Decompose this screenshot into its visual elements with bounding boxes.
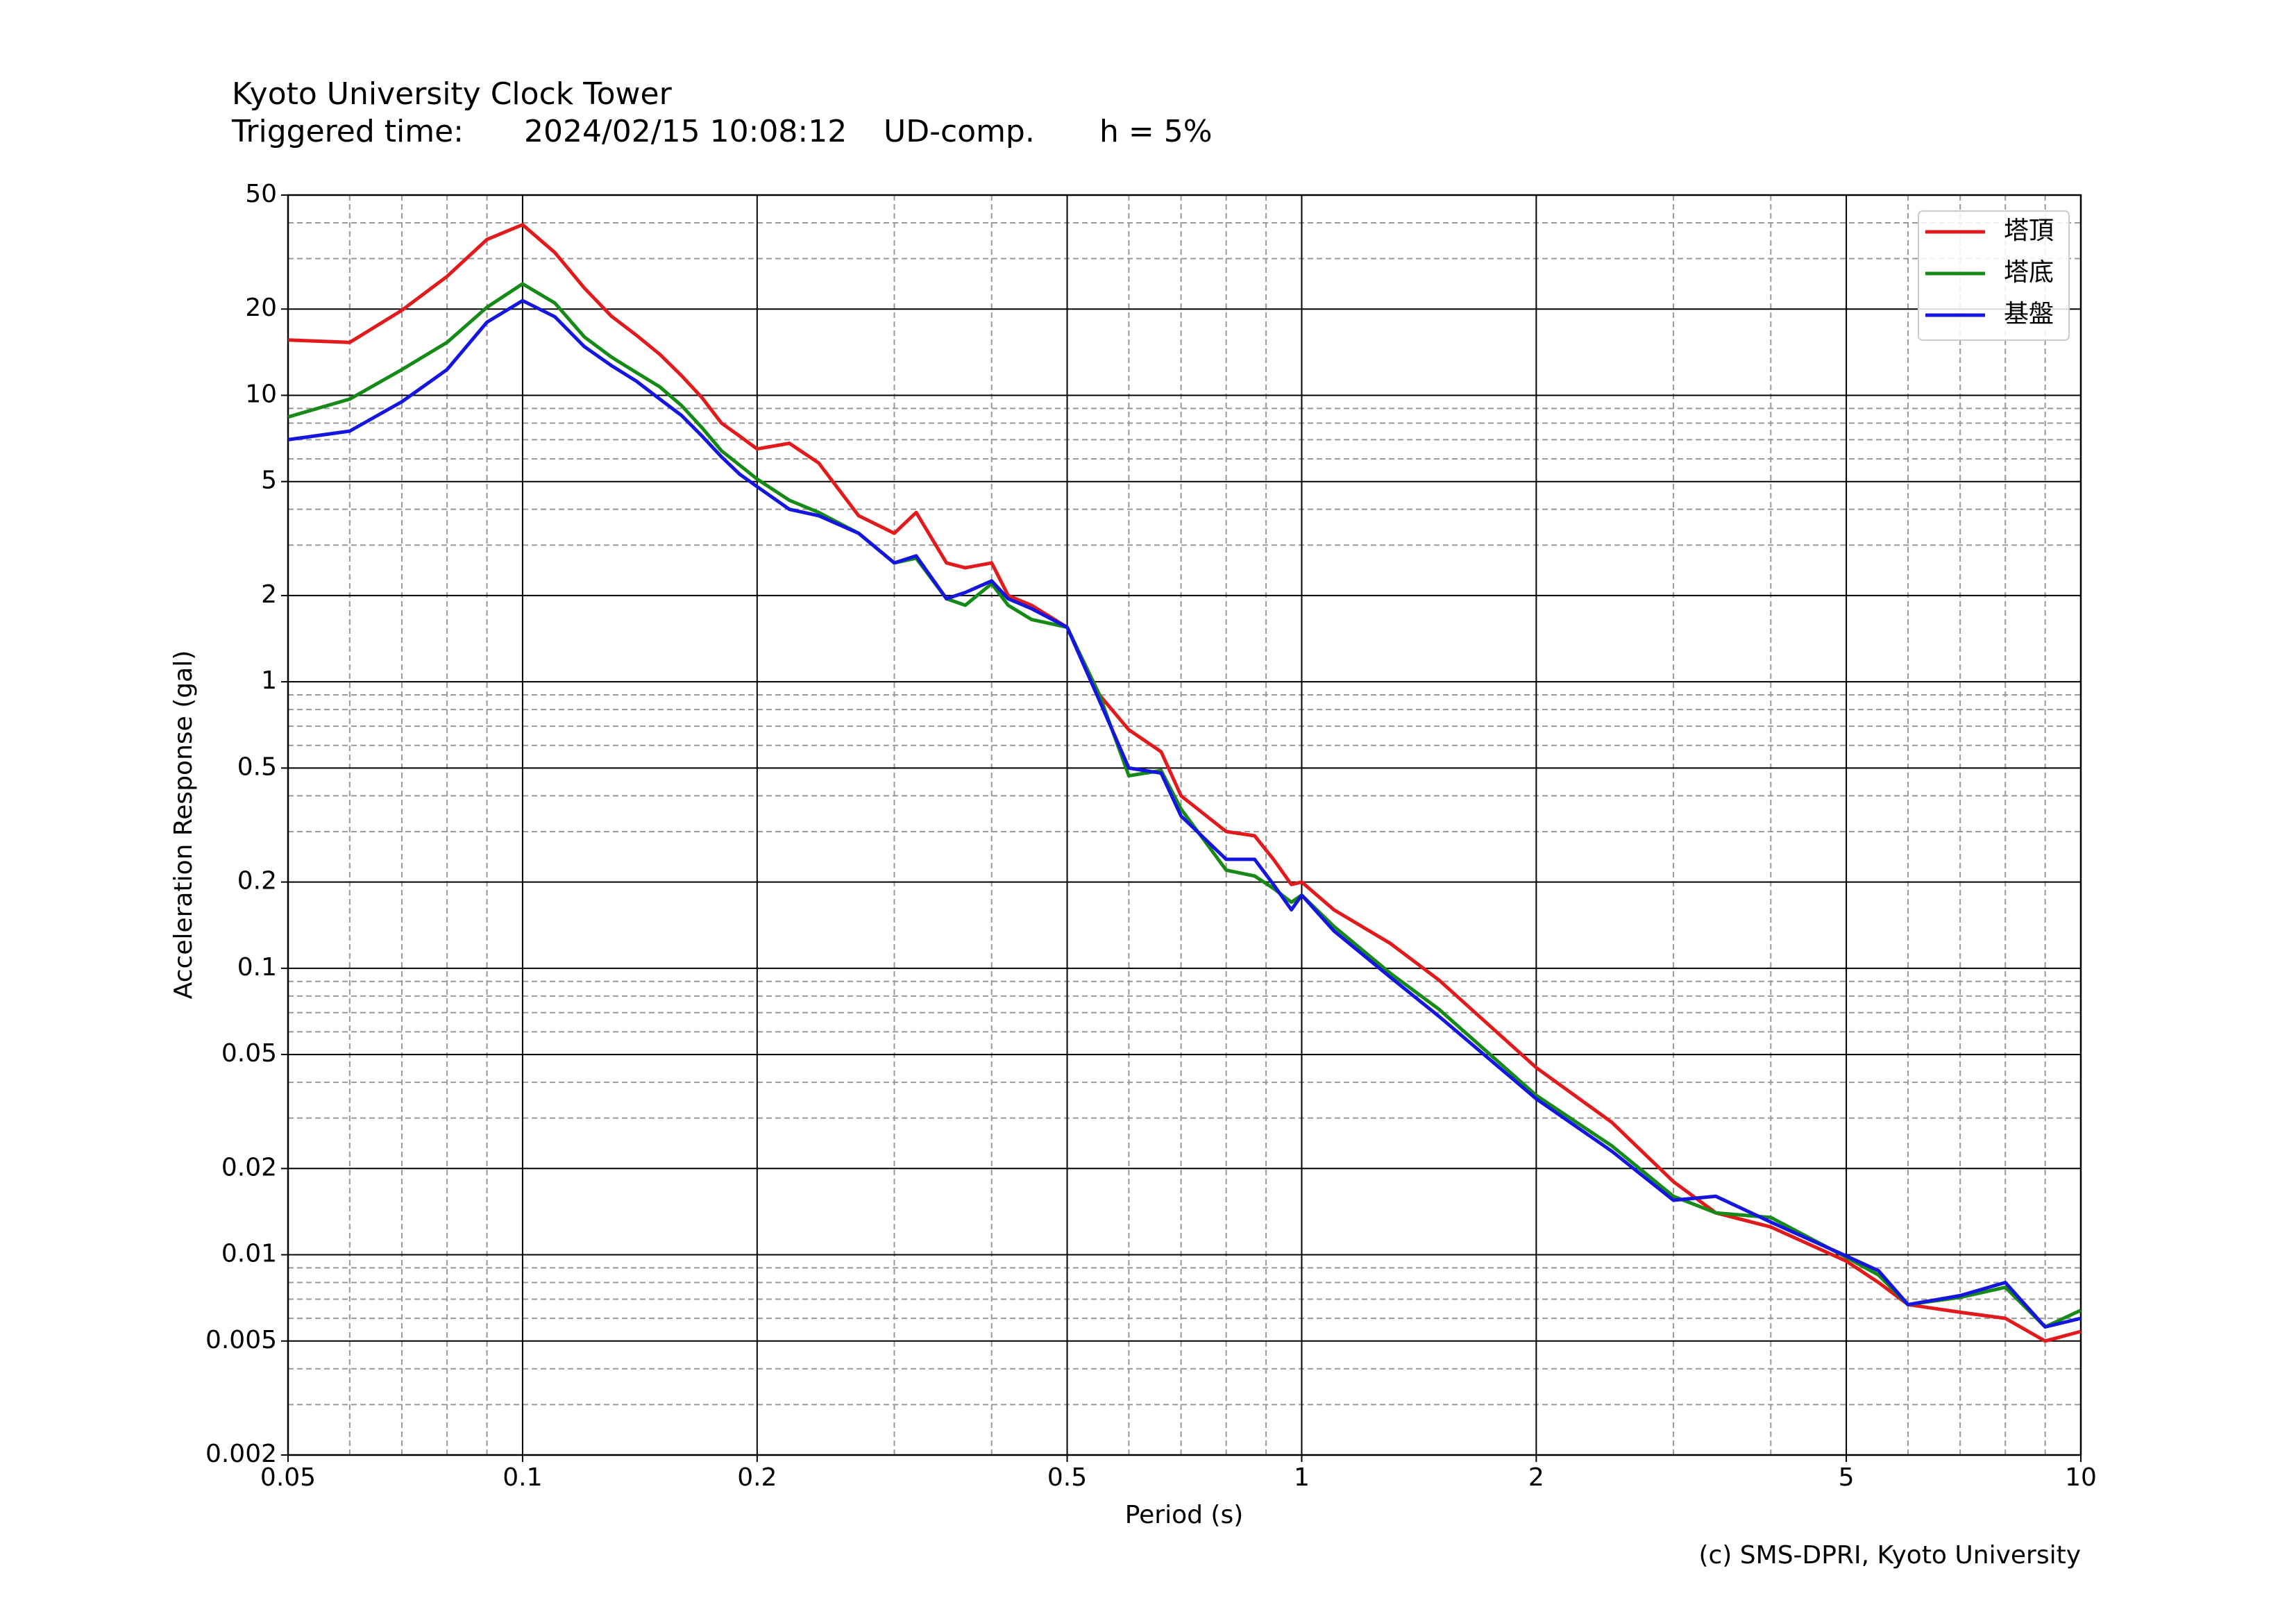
y-tick-label: 2	[261, 580, 277, 609]
x-tick-label: 5	[1839, 1463, 1855, 1492]
y-tick-label: 0.02	[221, 1153, 277, 1181]
x-tick-label: 10	[2065, 1463, 2097, 1492]
x-tick-label: 0.05	[260, 1463, 316, 1492]
credit: (c) SMS-DPRI, Kyoto University	[1698, 1541, 2081, 1570]
x-tick-label: 0.1	[503, 1463, 542, 1492]
y-axis-label: Acceleration Response (gal)	[169, 650, 198, 1000]
y-tick-label: 0.2	[237, 867, 277, 895]
y-tick-label: 0.05	[221, 1039, 277, 1068]
subtitle: 2024/02/15 10:08:12	[524, 114, 847, 149]
legend-label: 基盤	[2004, 300, 2054, 328]
series-line	[287, 282, 2082, 1329]
y-tick-label: 0.002	[205, 1440, 277, 1468]
x-tick-label: 0.5	[1047, 1463, 1087, 1492]
y-tick-label: 1	[261, 666, 277, 695]
y-tick-label: 5	[261, 466, 277, 495]
x-tick-label: 2	[1528, 1463, 1544, 1492]
y-tick-label: 0.01	[221, 1240, 277, 1268]
y-tick-label: 0.005	[205, 1326, 277, 1354]
legend-label: 塔頂	[2004, 217, 2054, 245]
legend-box	[1918, 210, 2070, 341]
legend-label: 塔底	[2004, 258, 2054, 287]
x-axis-label: Period (s)	[1125, 1501, 1244, 1529]
subtitle: h = 5%	[1099, 114, 1213, 149]
y-tick-label: 10	[245, 380, 277, 408]
y-tick-label: 0.1	[237, 953, 277, 982]
plot-frame	[287, 194, 2082, 1456]
y-tick-label: 50	[245, 180, 277, 208]
x-tick-label: 1	[1294, 1463, 1310, 1492]
y-tick-label: 20	[245, 294, 277, 322]
subtitle: UD-comp.	[884, 114, 1035, 149]
x-tick-label: 0.2	[737, 1463, 777, 1492]
series-line	[287, 298, 2082, 1329]
series-line	[287, 223, 2082, 1343]
subtitle: Triggered time:	[231, 114, 464, 149]
y-tick-label: 0.5	[237, 752, 277, 781]
chart-title: Kyoto University Clock Tower	[232, 76, 673, 112]
